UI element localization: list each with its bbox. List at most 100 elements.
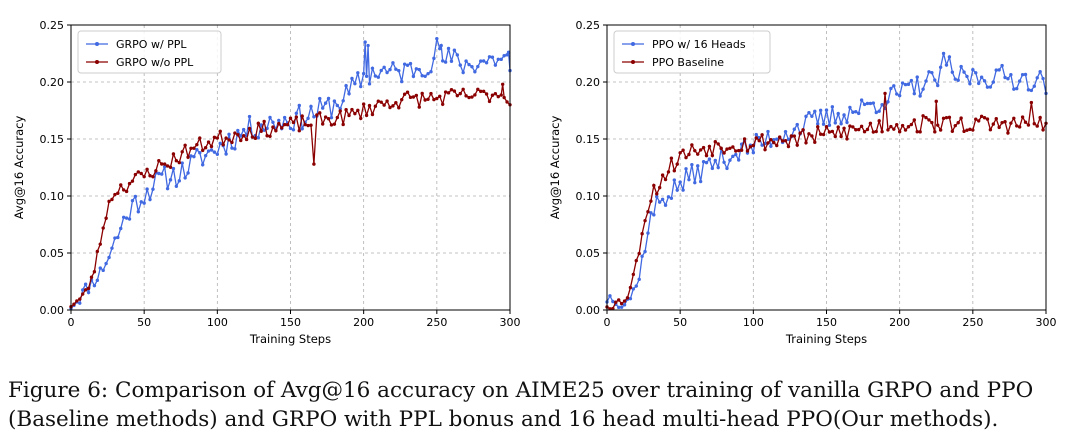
- data-point: [490, 93, 495, 97]
- data-point: [936, 123, 940, 127]
- data-point: [851, 125, 855, 129]
- data-point: [408, 95, 413, 100]
- data-point: [818, 108, 823, 113]
- data-point: [446, 91, 451, 95]
- data-point: [244, 137, 249, 142]
- data-point: [356, 108, 360, 113]
- data-point: [318, 96, 322, 101]
- data-point: [186, 155, 190, 159]
- data-point: [165, 164, 170, 168]
- data-point: [854, 110, 858, 114]
- data-point: [833, 121, 837, 125]
- data-point: [660, 173, 665, 177]
- data-point: [634, 258, 638, 263]
- legend-marker: [95, 60, 99, 64]
- data-point: [400, 79, 404, 84]
- data-point: [490, 55, 495, 59]
- data-point: [813, 140, 817, 144]
- data-point: [959, 116, 963, 120]
- data-point: [288, 126, 293, 131]
- data-point: [804, 114, 808, 119]
- data-point: [227, 138, 231, 142]
- data-point: [646, 209, 650, 214]
- data-point: [259, 129, 263, 133]
- data-point: [707, 144, 712, 149]
- data-point: [198, 151, 202, 155]
- legend-label: GRPO w/o PPL: [116, 56, 194, 69]
- data-point: [886, 100, 890, 104]
- y-axis-label: Avg@16 Accuracy: [12, 116, 26, 220]
- data-point: [239, 138, 243, 143]
- data-point: [86, 290, 91, 295]
- data-point: [239, 134, 243, 138]
- data-point: [370, 112, 375, 117]
- data-point: [988, 85, 993, 89]
- data-point: [385, 99, 389, 103]
- data-point: [687, 177, 691, 182]
- data-point: [622, 299, 627, 303]
- data-point: [86, 286, 91, 291]
- data-point: [845, 120, 849, 125]
- data-point: [924, 115, 928, 120]
- data-point: [710, 153, 715, 158]
- data-point: [373, 74, 378, 78]
- data-point: [484, 92, 489, 96]
- data-point: [710, 166, 715, 171]
- data-point: [256, 136, 261, 140]
- data-point: [874, 129, 878, 134]
- data-point: [133, 172, 138, 177]
- data-point: [484, 61, 489, 65]
- data-point: [500, 82, 505, 86]
- y-tick-label: 0.05: [40, 247, 65, 260]
- data-point: [165, 186, 170, 191]
- data-point: [813, 109, 817, 114]
- data-point: [476, 64, 480, 69]
- data-point: [666, 195, 671, 199]
- data-point: [98, 242, 102, 246]
- data-point: [177, 179, 181, 183]
- data-point: [335, 115, 340, 120]
- legend-label: PPO w/ 16 Heads: [652, 38, 746, 51]
- y-tick-label: 0.10: [40, 190, 65, 203]
- data-point: [344, 84, 348, 88]
- data-point: [414, 67, 419, 71]
- data-point: [895, 92, 899, 96]
- data-point: [757, 138, 761, 143]
- data-point: [104, 216, 108, 220]
- y-axis-label: Avg@16 Accuracy: [548, 116, 562, 220]
- data-point: [162, 165, 167, 169]
- data-point: [382, 103, 386, 107]
- data-point: [440, 59, 445, 63]
- data-point: [481, 59, 486, 63]
- data-point: [174, 159, 179, 163]
- data-point: [672, 178, 677, 182]
- data-point: [470, 95, 474, 99]
- data-point: [754, 136, 758, 140]
- data-point: [83, 288, 88, 292]
- data-point: [693, 180, 697, 185]
- data-point: [889, 124, 893, 129]
- legend-box: [613, 30, 771, 74]
- data-point: [985, 117, 990, 121]
- data-point: [186, 171, 190, 175]
- data-point: [859, 98, 864, 102]
- data-point: [101, 226, 105, 230]
- x-tick-label: 250: [426, 316, 447, 329]
- data-point: [687, 152, 691, 157]
- data-point: [880, 102, 884, 107]
- data-point: [652, 213, 656, 217]
- data-point: [716, 142, 720, 146]
- data-point: [452, 89, 457, 93]
- data-point: [701, 160, 706, 164]
- data-point: [397, 68, 401, 73]
- data-point: [370, 66, 375, 70]
- data-point: [953, 77, 957, 81]
- data-point: [842, 126, 846, 131]
- data-point: [649, 199, 653, 203]
- data-point: [915, 75, 919, 79]
- legend-marker: [95, 42, 99, 46]
- data-point: [622, 303, 627, 307]
- y-tick-label: 0.25: [576, 19, 601, 32]
- data-point: [886, 128, 890, 132]
- data-point: [804, 141, 808, 145]
